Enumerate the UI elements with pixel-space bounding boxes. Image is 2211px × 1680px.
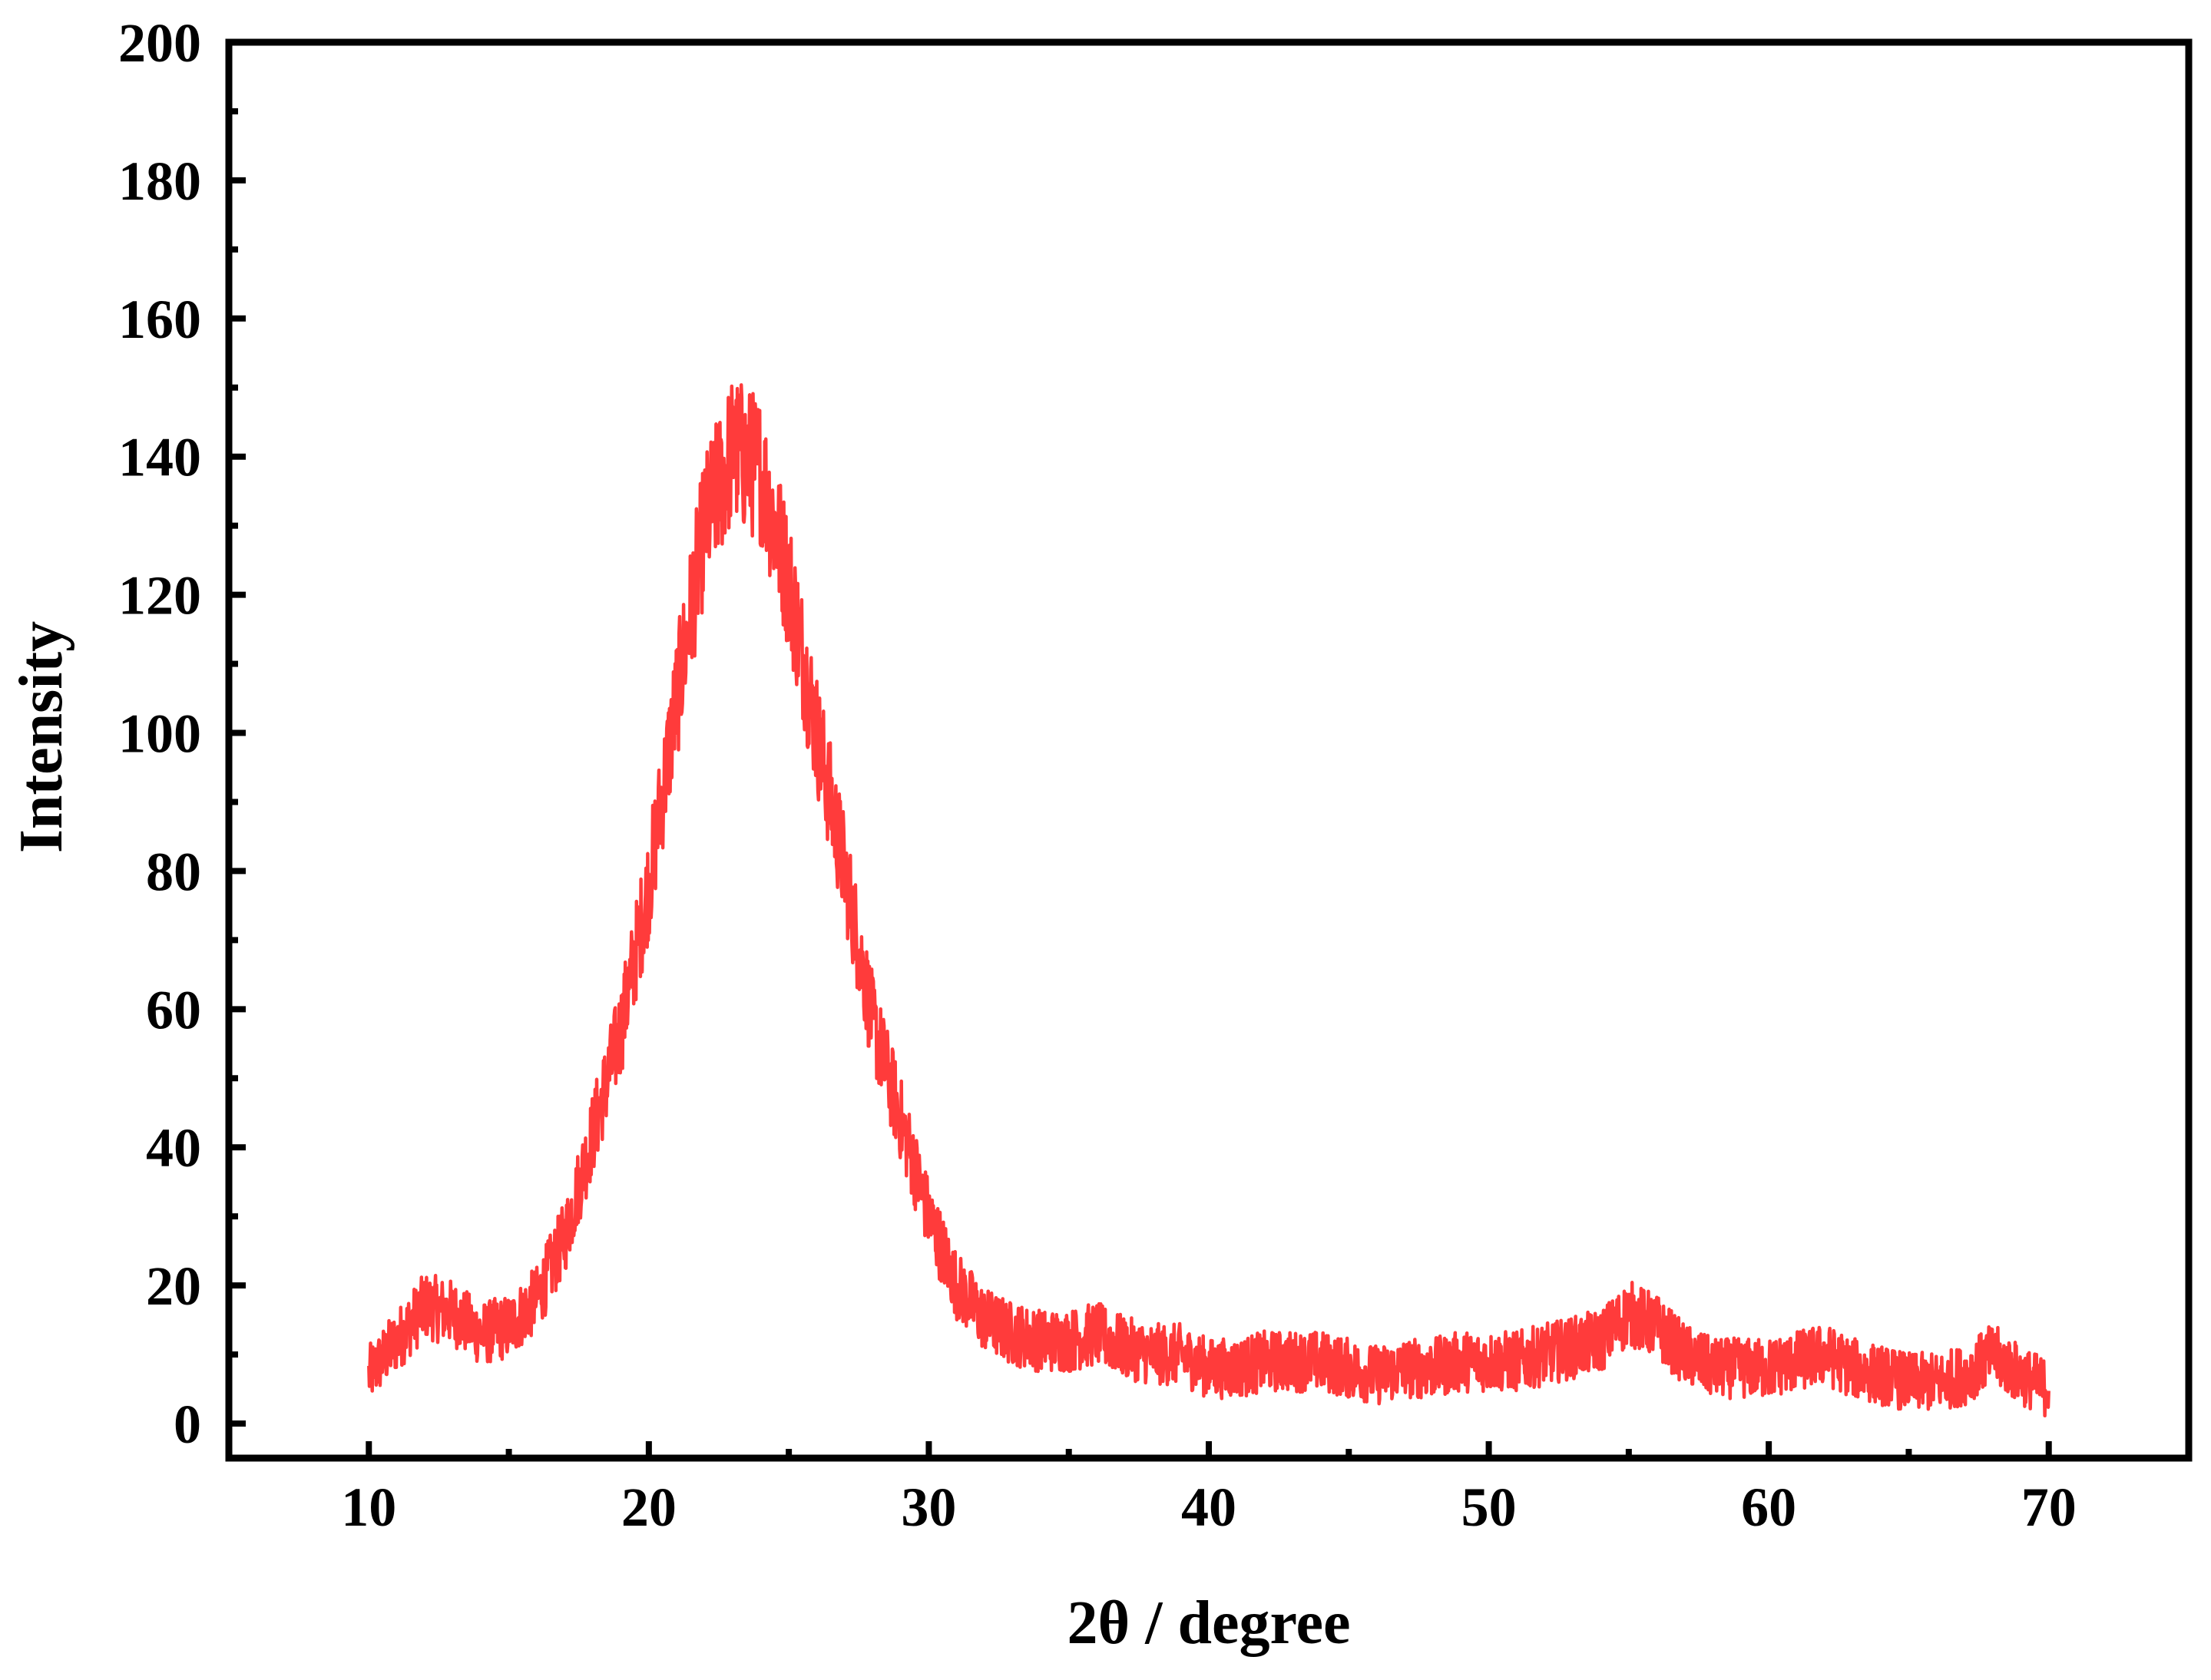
y-tick-label: 0 (174, 1394, 201, 1455)
y-tick-label: 60 (146, 979, 201, 1040)
x-tick-label: 20 (621, 1477, 677, 1538)
x-axis-title: 2θ / degree (1067, 1589, 1350, 1657)
y-tick-label: 40 (146, 1117, 201, 1179)
y-axis-title: Intensity (8, 621, 75, 853)
y-tick-label: 140 (118, 427, 201, 488)
y-tick-label: 120 (118, 565, 201, 627)
series-line (367, 383, 2050, 1418)
x-tick-label: 10 (341, 1477, 396, 1538)
x-tick-label: 70 (2021, 1477, 2077, 1538)
x-axis-ticks: 10 20 30 40 50 60 70 (341, 1441, 2077, 1538)
y-tick-label: 180 (118, 150, 201, 212)
y-tick-label: 20 (146, 1255, 201, 1317)
y-tick-label: 200 (118, 12, 201, 74)
y-tick-label: 100 (118, 703, 201, 765)
series-layer (367, 383, 2050, 1418)
x-tick-label: 60 (1741, 1477, 1796, 1538)
x-tick-label: 30 (901, 1477, 956, 1538)
x-tick-label: 50 (1461, 1477, 1517, 1538)
y-axis-ticks: 0 20 40 60 80 100 120 140 160 180 200 (118, 12, 246, 1455)
y-tick-label: 160 (118, 289, 201, 350)
plot-frame (225, 38, 2193, 1462)
x-tick-label: 40 (1181, 1477, 1236, 1538)
y-tick-label: 80 (146, 841, 201, 902)
